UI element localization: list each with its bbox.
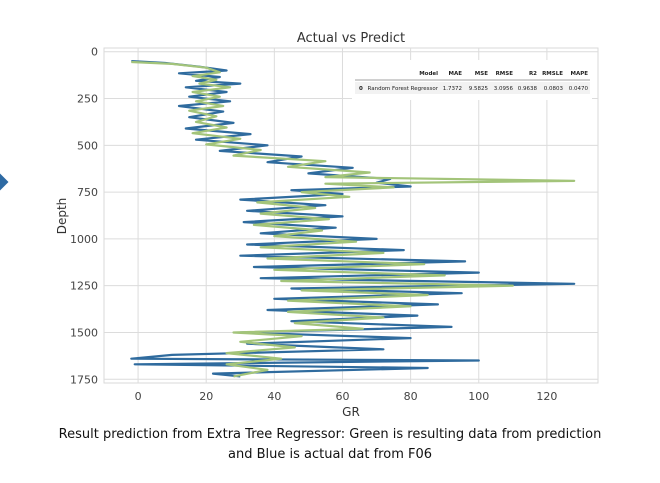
y-tick-label: 1750 — [70, 373, 98, 386]
metrics-table-header: RMSE — [496, 71, 514, 77]
metrics-table-cell: 9.5825 — [469, 86, 489, 92]
y-tick-label: 1000 — [70, 233, 98, 246]
metrics-table-index: 0 — [359, 86, 363, 92]
x-tick-label: 100 — [468, 390, 489, 403]
y-tick-label: 1250 — [70, 280, 98, 293]
series-line-predicted — [131, 60, 576, 378]
y-tick-label: 750 — [77, 186, 98, 199]
x-tick-label: 60 — [335, 390, 349, 403]
metrics-table-cell: 0.9638 — [518, 86, 538, 92]
metrics-table-header: Model — [419, 71, 438, 77]
y-axis-label: Depth — [55, 198, 69, 235]
y-tick-label: 250 — [77, 93, 98, 106]
x-tick-label: 120 — [536, 390, 557, 403]
x-tick-label: 20 — [199, 390, 213, 403]
x-tick-label: 40 — [267, 390, 281, 403]
metrics-table-cell: 1.7372 — [443, 86, 462, 92]
chart-figure: Model MAE MSE RMSE R2 RMSLE MAPE 0 Random Forest… — [55, 31, 599, 419]
x-tick-label: 80 — [404, 390, 418, 403]
metrics-table-header: R2 — [529, 71, 537, 77]
metrics-table-cell: 0.0803 — [544, 86, 564, 92]
series-line-actual — [130, 60, 576, 378]
x-axis-label: GR — [342, 405, 360, 419]
metrics-table-header: MSE — [475, 71, 488, 77]
chart-title: Actual vs Predict — [297, 31, 405, 46]
figure-caption: Result prediction from Extra Tree Regres… — [10, 425, 650, 465]
metrics-table-header: RMSLE — [542, 71, 563, 77]
metrics-table-header: MAE — [449, 71, 463, 77]
caption-line-2: and Blue is actual dat from F06 — [227, 447, 433, 462]
x-tick-label: 0 — [135, 390, 142, 403]
caption-line-1: Result prediction from Extra Tree Regres… — [58, 427, 602, 442]
metrics-table-cell: 3.0956 — [494, 86, 514, 92]
metrics-table-cell: Random Forest Regressor — [368, 86, 439, 92]
metrics-table-cell: 0.0470 — [569, 86, 589, 92]
y-tick-label: 500 — [77, 139, 98, 152]
y-tick-label: 0 — [91, 46, 98, 59]
y-tick-label: 1500 — [70, 326, 98, 339]
metrics-table-header: MAPE — [570, 71, 588, 77]
metrics-table-row-bg — [355, 82, 590, 94]
metrics-table: Model MAE MSE RMSE R2 RMSLE MAPE 0 Random Forest… — [352, 60, 592, 100]
